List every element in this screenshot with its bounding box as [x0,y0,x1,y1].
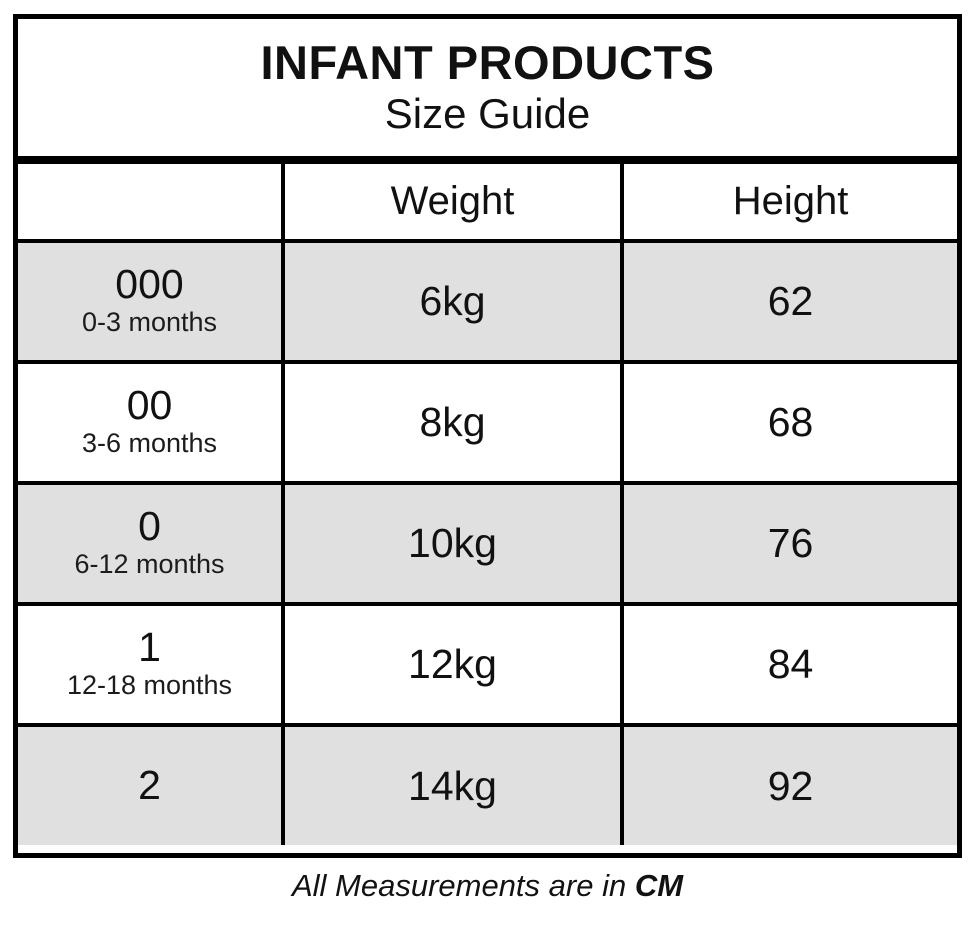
weight-cell: 14kg [285,727,624,845]
weight-cell: 8kg [285,364,624,481]
size-code: 00 [126,382,173,429]
size-cell: 0 6-12 months [18,485,285,602]
size-guide-table: INFANT PRODUCTS Size Guide Weight Height… [13,14,962,858]
size-code: 1 [138,624,161,671]
size-cell: 1 12-18 months [18,606,285,723]
size-cell: 00 3-6 months [18,364,285,481]
table-row-2: 2 14kg 92 [18,727,957,845]
size-code: 0 [138,503,161,550]
table-row-1: 1 12-18 months 12kg 84 [18,606,957,727]
header-row: Weight Height [18,164,957,243]
height-cell: 62 [767,278,814,324]
size-cell: 2 [18,727,285,845]
height-cell: 76 [767,520,814,566]
height-cell: 68 [767,399,814,445]
table-row-00: 00 3-6 months 8kg 68 [18,364,957,485]
footer-note: All Measurements are in CM [13,868,962,904]
age-range: 12-18 months [66,670,233,701]
table-row-000: 000 0-3 months 6kg 62 [18,243,957,364]
age-range: 3-6 months [81,428,218,459]
table-title: INFANT PRODUCTS Size Guide [18,19,957,164]
table-row-0: 0 6-12 months 10kg 76 [18,485,957,606]
weight-cell: 6kg [285,243,624,360]
age-range: 6-12 months [74,549,225,580]
size-cell: 000 0-3 months [18,243,285,360]
size-code: 000 [115,261,184,308]
header-height: Height [732,179,849,223]
title-line-2: Size Guide [384,90,591,138]
height-cell: 92 [767,762,814,809]
weight-cell: 12kg [285,606,624,723]
header-weight: Weight [285,164,624,239]
age-range: 0-3 months [81,307,218,338]
footer-unit: CM [634,868,684,903]
header-blank-cell [18,164,285,239]
size-code: 2 [138,762,161,809]
footer-text: All Measurements are in [291,868,635,903]
weight-cell: 10kg [285,485,624,602]
height-cell: 84 [767,641,814,687]
title-line-1: INFANT PRODUCTS [260,36,715,90]
